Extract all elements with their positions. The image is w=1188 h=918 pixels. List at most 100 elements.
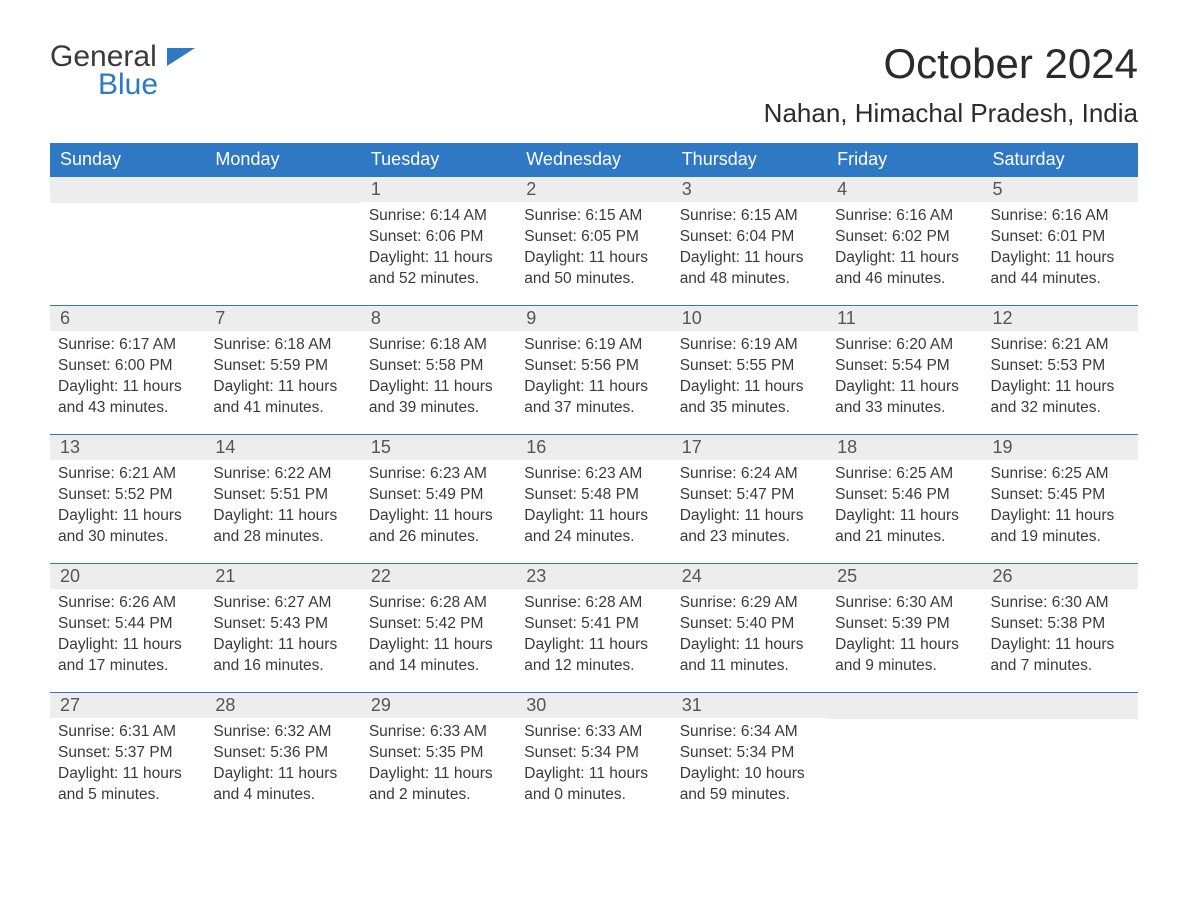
day-body: Sunrise: 6:30 AMSunset: 5:39 PMDaylight:… xyxy=(827,589,982,685)
day-cell: 12Sunrise: 6:21 AMSunset: 5:53 PMDayligh… xyxy=(983,306,1138,434)
day-body xyxy=(205,203,360,215)
sunrise-text: Sunrise: 6:32 AM xyxy=(213,722,352,743)
sunrise-text: Sunrise: 6:22 AM xyxy=(213,464,352,485)
day-body: Sunrise: 6:30 AMSunset: 5:38 PMDaylight:… xyxy=(983,589,1138,685)
weekday-header: Tuesday xyxy=(361,143,516,176)
day-body: Sunrise: 6:17 AMSunset: 6:00 PMDaylight:… xyxy=(50,331,205,427)
day-cell xyxy=(827,693,982,821)
daylight-text: Daylight: 11 hours and 4 minutes. xyxy=(213,764,352,806)
day-number: 23 xyxy=(516,564,671,589)
sunrise-text: Sunrise: 6:27 AM xyxy=(213,593,352,614)
daylight-text: Daylight: 11 hours and 39 minutes. xyxy=(369,377,508,419)
sunset-text: Sunset: 5:51 PM xyxy=(213,485,352,506)
location-subtitle: Nahan, Himachal Pradesh, India xyxy=(764,98,1138,129)
day-cell: 18Sunrise: 6:25 AMSunset: 5:46 PMDayligh… xyxy=(827,435,982,563)
day-cell: 24Sunrise: 6:29 AMSunset: 5:40 PMDayligh… xyxy=(672,564,827,692)
sunrise-text: Sunrise: 6:33 AM xyxy=(369,722,508,743)
day-number: 7 xyxy=(205,306,360,331)
weekday-header: Sunday xyxy=(50,143,205,176)
day-cell: 8Sunrise: 6:18 AMSunset: 5:58 PMDaylight… xyxy=(361,306,516,434)
day-cell: 3Sunrise: 6:15 AMSunset: 6:04 PMDaylight… xyxy=(672,177,827,305)
day-body: Sunrise: 6:31 AMSunset: 5:37 PMDaylight:… xyxy=(50,718,205,814)
weekday-header: Thursday xyxy=(672,143,827,176)
sunset-text: Sunset: 5:37 PM xyxy=(58,743,197,764)
sunset-text: Sunset: 5:52 PM xyxy=(58,485,197,506)
day-body: Sunrise: 6:21 AMSunset: 5:52 PMDaylight:… xyxy=(50,460,205,556)
day-number: 4 xyxy=(827,177,982,202)
sunrise-text: Sunrise: 6:16 AM xyxy=(991,206,1130,227)
day-cell: 10Sunrise: 6:19 AMSunset: 5:55 PMDayligh… xyxy=(672,306,827,434)
sunset-text: Sunset: 5:56 PM xyxy=(524,356,663,377)
sunset-text: Sunset: 5:44 PM xyxy=(58,614,197,635)
sunrise-text: Sunrise: 6:33 AM xyxy=(524,722,663,743)
daylight-text: Daylight: 11 hours and 32 minutes. xyxy=(991,377,1130,419)
sunrise-text: Sunrise: 6:21 AM xyxy=(991,335,1130,356)
daylight-text: Daylight: 11 hours and 28 minutes. xyxy=(213,506,352,548)
day-body: Sunrise: 6:19 AMSunset: 5:55 PMDaylight:… xyxy=(672,331,827,427)
weekday-header: Saturday xyxy=(983,143,1138,176)
sunrise-text: Sunrise: 6:24 AM xyxy=(680,464,819,485)
sunset-text: Sunset: 5:40 PM xyxy=(680,614,819,635)
day-body: Sunrise: 6:16 AMSunset: 6:02 PMDaylight:… xyxy=(827,202,982,298)
daylight-text: Daylight: 11 hours and 7 minutes. xyxy=(991,635,1130,677)
day-cell: 11Sunrise: 6:20 AMSunset: 5:54 PMDayligh… xyxy=(827,306,982,434)
sunrise-text: Sunrise: 6:29 AM xyxy=(680,593,819,614)
week-row: 13Sunrise: 6:21 AMSunset: 5:52 PMDayligh… xyxy=(50,434,1138,563)
daylight-text: Daylight: 11 hours and 9 minutes. xyxy=(835,635,974,677)
week-row: 27Sunrise: 6:31 AMSunset: 5:37 PMDayligh… xyxy=(50,692,1138,821)
day-number: 2 xyxy=(516,177,671,202)
day-cell: 7 Sunrise: 6:18 AMSunset: 5:59 PMDaylight… xyxy=(205,306,360,434)
day-number: 25 xyxy=(827,564,982,589)
day-body xyxy=(827,719,982,731)
day-number: 26 xyxy=(983,564,1138,589)
day-cell: 14 Sunrise: 6:22 AMSunset: 5:51 PMDayligh… xyxy=(205,435,360,563)
sunset-text: Sunset: 5:41 PM xyxy=(524,614,663,635)
sunset-text: Sunset: 5:54 PM xyxy=(835,356,974,377)
weekday-header: Friday xyxy=(827,143,982,176)
day-body: Sunrise: 6:15 AMSunset: 6:05 PMDaylight:… xyxy=(516,202,671,298)
sunset-text: Sunset: 6:02 PM xyxy=(835,227,974,248)
logo-flag-icon xyxy=(167,40,195,74)
day-number: 14 xyxy=(205,435,360,460)
daylight-text: Daylight: 11 hours and 50 minutes. xyxy=(524,248,663,290)
day-number: 31 xyxy=(672,693,827,718)
sunrise-text: Sunrise: 6:30 AM xyxy=(991,593,1130,614)
day-body: Sunrise: 6:14 AMSunset: 6:06 PMDaylight:… xyxy=(361,202,516,298)
day-cell: 1Sunrise: 6:14 AMSunset: 6:06 PMDaylight… xyxy=(361,177,516,305)
sunset-text: Sunset: 6:05 PM xyxy=(524,227,663,248)
sunset-text: Sunset: 5:34 PM xyxy=(680,743,819,764)
day-number: 12 xyxy=(983,306,1138,331)
daylight-text: Daylight: 11 hours and 37 minutes. xyxy=(524,377,663,419)
day-body: Sunrise: 6:16 AMSunset: 6:01 PMDaylight:… xyxy=(983,202,1138,298)
day-body: Sunrise: 6:24 AMSunset: 5:47 PMDaylight:… xyxy=(672,460,827,556)
daylight-text: Daylight: 11 hours and 41 minutes. xyxy=(213,377,352,419)
sunrise-text: Sunrise: 6:18 AM xyxy=(213,335,352,356)
daylight-text: Daylight: 10 hours and 59 minutes. xyxy=(680,764,819,806)
day-cell: 9Sunrise: 6:19 AMSunset: 5:56 PMDaylight… xyxy=(516,306,671,434)
day-cell: 27Sunrise: 6:31 AMSunset: 5:37 PMDayligh… xyxy=(50,693,205,821)
day-number: 1 xyxy=(361,177,516,202)
daylight-text: Daylight: 11 hours and 52 minutes. xyxy=(369,248,508,290)
sunset-text: Sunset: 5:59 PM xyxy=(213,356,352,377)
day-cell: 21Sunrise: 6:27 AMSunset: 5:43 PMDayligh… xyxy=(205,564,360,692)
sunset-text: Sunset: 6:04 PM xyxy=(680,227,819,248)
sunrise-text: Sunrise: 6:16 AM xyxy=(835,206,974,227)
day-body: Sunrise: 6:23 AMSunset: 5:49 PMDaylight:… xyxy=(361,460,516,556)
day-number xyxy=(205,177,360,203)
week-row: 6Sunrise: 6:17 AMSunset: 6:00 PMDaylight… xyxy=(50,305,1138,434)
sunset-text: Sunset: 6:00 PM xyxy=(58,356,197,377)
day-number: 11 xyxy=(827,306,982,331)
day-number xyxy=(50,177,205,203)
day-body: Sunrise: 6:15 AMSunset: 6:04 PMDaylight:… xyxy=(672,202,827,298)
day-number: 5 xyxy=(983,177,1138,202)
daylight-text: Daylight: 11 hours and 30 minutes. xyxy=(58,506,197,548)
sunset-text: Sunset: 5:34 PM xyxy=(524,743,663,764)
sunrise-text: Sunrise: 6:14 AM xyxy=(369,206,508,227)
sunset-text: Sunset: 5:58 PM xyxy=(369,356,508,377)
day-number: 15 xyxy=(361,435,516,460)
day-cell: 17Sunrise: 6:24 AMSunset: 5:47 PMDayligh… xyxy=(672,435,827,563)
day-number: 8 xyxy=(361,306,516,331)
weekday-header: Monday xyxy=(205,143,360,176)
logo: General Blue xyxy=(50,40,195,102)
sunrise-text: Sunrise: 6:19 AM xyxy=(680,335,819,356)
